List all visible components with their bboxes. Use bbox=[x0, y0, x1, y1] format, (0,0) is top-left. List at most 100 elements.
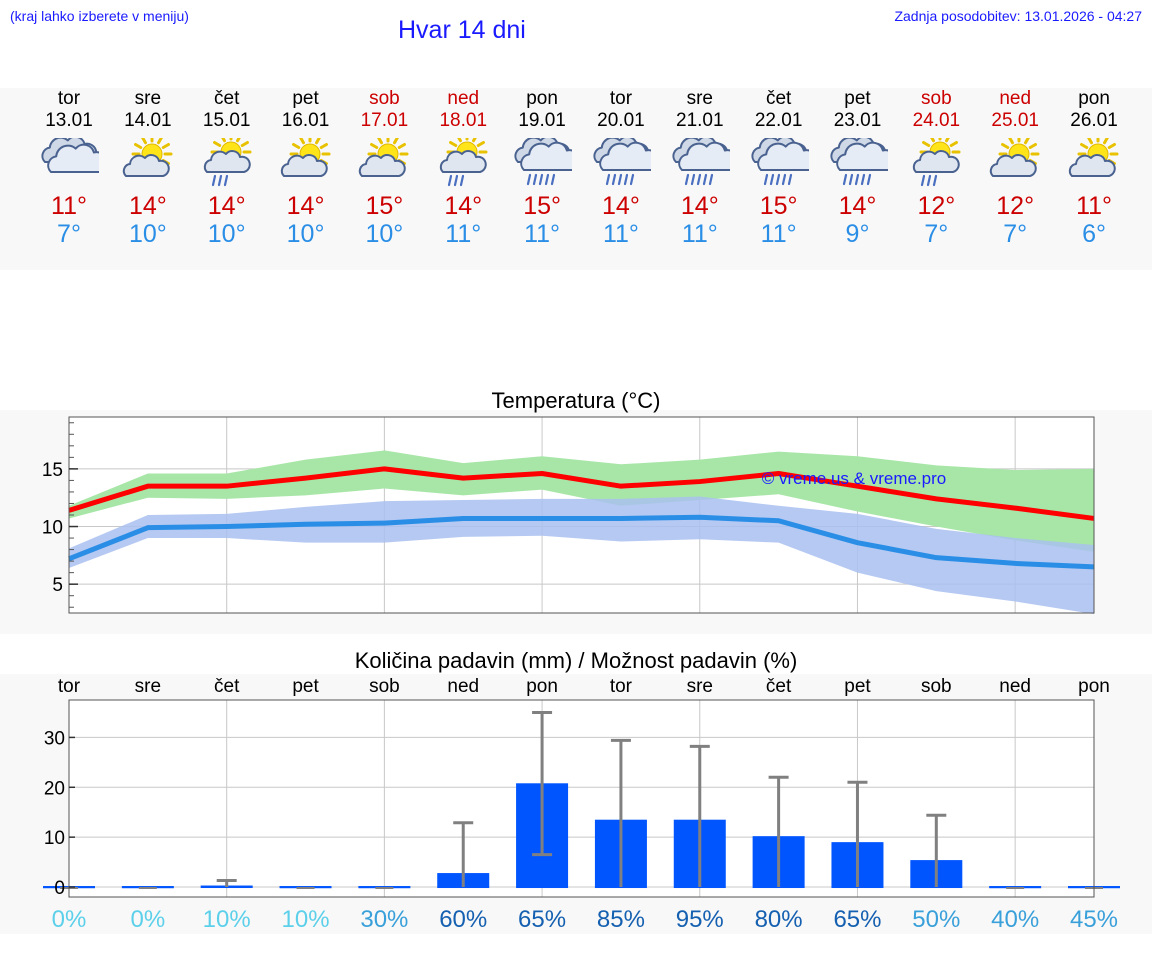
temp-max: 15° bbox=[523, 192, 561, 220]
temp-min: 6° bbox=[1082, 220, 1106, 248]
precip-day-label: pon bbox=[1078, 676, 1110, 697]
temp-min: 11° bbox=[602, 220, 639, 248]
precip-error-bar bbox=[610, 738, 631, 888]
precip-day-label: tor bbox=[610, 676, 633, 697]
temp-max: 12° bbox=[996, 192, 1035, 220]
temp-max: 14° bbox=[602, 192, 640, 220]
precip-day-label: pet bbox=[292, 676, 319, 697]
temp-max: 14° bbox=[128, 192, 167, 220]
partly-sunny-icon bbox=[280, 138, 331, 177]
precip-error-bar bbox=[532, 710, 553, 857]
menu-hint: (kraj lahko izberete v meniju) bbox=[10, 8, 189, 24]
day-name: sre bbox=[134, 88, 162, 109]
day-name: čet bbox=[214, 88, 240, 109]
precip-probability: 80% bbox=[755, 906, 803, 933]
precip-day-label: sob bbox=[921, 676, 952, 697]
day-date: 25.01 bbox=[991, 110, 1039, 131]
day-forecast: sre 21.01 14° 11° bbox=[660, 88, 740, 248]
precip-probability: 30% bbox=[360, 906, 408, 933]
y-tick-label: 30 bbox=[44, 728, 65, 749]
precip-chart: tor sre čet pet sob ned pon tor sre čet pet sob ned p… bbox=[43, 676, 1120, 933]
day-name: sob bbox=[921, 88, 952, 109]
temp-max: 14° bbox=[838, 192, 877, 220]
precip-probability: 85% bbox=[597, 906, 645, 933]
day-date: 26.01 bbox=[1070, 110, 1118, 131]
temp-max: 15° bbox=[365, 192, 404, 220]
day-date: 17.01 bbox=[360, 110, 409, 131]
day-forecast: čet 15.01 14° 10° bbox=[187, 88, 267, 248]
day-name: čet bbox=[765, 88, 792, 109]
last-update: Zadnja posodobitev: 13.01.2026 - 04:27 bbox=[894, 8, 1142, 24]
temp-min: 7° bbox=[57, 220, 81, 248]
day-date: 23.01 bbox=[833, 110, 882, 131]
precip-probability: 50% bbox=[912, 906, 960, 933]
day-forecast: sre 14.01 14° 10° bbox=[108, 88, 188, 248]
sun-cloud-rain-icon bbox=[203, 138, 252, 187]
precip-probability: 10% bbox=[282, 906, 330, 933]
precip-probability: 65% bbox=[518, 906, 566, 933]
partly-sunny-icon bbox=[122, 138, 173, 177]
day-name: ned bbox=[447, 88, 480, 109]
temp-min: 11° bbox=[681, 220, 718, 248]
day-name: pon bbox=[1078, 88, 1110, 109]
cloud-rain-icon bbox=[593, 138, 651, 186]
temperature-title: Temperatura (°C) bbox=[491, 388, 661, 413]
precip-day-label: čet bbox=[214, 676, 240, 697]
day-date: 13.01 bbox=[45, 110, 93, 131]
precip-error-bar bbox=[847, 780, 868, 888]
y-tick-label: 15 bbox=[42, 460, 63, 481]
min-temp-line bbox=[68, 514, 1095, 570]
cloud-rain-icon bbox=[751, 138, 809, 186]
precip-day-label: tor bbox=[58, 676, 81, 697]
day-forecast: pon 26.01 11° 6° bbox=[1054, 88, 1134, 248]
day-date: 20.01 bbox=[597, 110, 645, 131]
precip-title: Količina padavin (mm) / Možnost padavin … bbox=[354, 648, 798, 673]
max-temp-line bbox=[68, 466, 1095, 521]
day-date: 16.01 bbox=[281, 110, 330, 131]
watermark: © vreme.us & vreme.pro bbox=[762, 469, 946, 488]
precip-day-label: pon bbox=[526, 676, 558, 697]
partly-sunny-icon bbox=[990, 138, 1040, 177]
temp-min: 10° bbox=[286, 220, 325, 248]
cloud-rain-icon bbox=[672, 138, 730, 186]
day-date: 15.01 bbox=[202, 110, 251, 131]
sun-cloud-rain-icon bbox=[913, 138, 961, 187]
y-tick-label: 10 bbox=[42, 518, 63, 539]
day-forecast: pon 19.01 15° 11° bbox=[502, 88, 582, 248]
day-forecast: sob 17.01 15° 10° bbox=[344, 88, 424, 248]
temp-min: 9° bbox=[845, 220, 870, 248]
cloud-rain-icon bbox=[514, 138, 573, 186]
precip-probability: 0% bbox=[52, 906, 87, 933]
day-name: pet bbox=[844, 88, 871, 109]
forecast-strip bbox=[0, 88, 1152, 270]
day-name: pet bbox=[292, 88, 319, 109]
day-name: pon bbox=[526, 88, 558, 109]
precip-probability: 65% bbox=[833, 906, 881, 933]
temp-max: 11° bbox=[1076, 192, 1113, 220]
precip-error-bar bbox=[216, 879, 237, 888]
precip-error-bar bbox=[926, 813, 947, 888]
day-date: 18.01 bbox=[439, 110, 488, 131]
precip-error-bar bbox=[768, 775, 789, 888]
precip-probability: 10% bbox=[203, 906, 251, 933]
day-name: sob bbox=[369, 88, 400, 109]
precip-day-label: sre bbox=[135, 676, 161, 697]
precip-day-label: pet bbox=[844, 676, 871, 697]
temperature-chart: 5 10 15 © vreme.us & vreme.pro bbox=[42, 416, 1095, 615]
temp-max: 15° bbox=[759, 192, 798, 220]
day-name: ned bbox=[999, 88, 1032, 109]
y-tick-label: 10 bbox=[44, 828, 65, 849]
day-date: 21.01 bbox=[676, 110, 724, 131]
precip-day-label: ned bbox=[999, 676, 1031, 697]
day-forecast: čet 22.01 15° 11° bbox=[739, 88, 819, 248]
precip-day-label: čet bbox=[766, 676, 792, 697]
precip-error-bar bbox=[453, 821, 474, 888]
day-date: 14.01 bbox=[124, 110, 172, 131]
y-tick-label: 0 bbox=[54, 878, 65, 899]
temp-min: 7° bbox=[1003, 220, 1028, 248]
precip-probability: 0% bbox=[131, 906, 166, 933]
day-name: tor bbox=[57, 88, 81, 109]
day-date: 22.01 bbox=[754, 110, 803, 131]
temp-min: 10° bbox=[365, 220, 404, 248]
temp-min: 10° bbox=[128, 220, 167, 248]
